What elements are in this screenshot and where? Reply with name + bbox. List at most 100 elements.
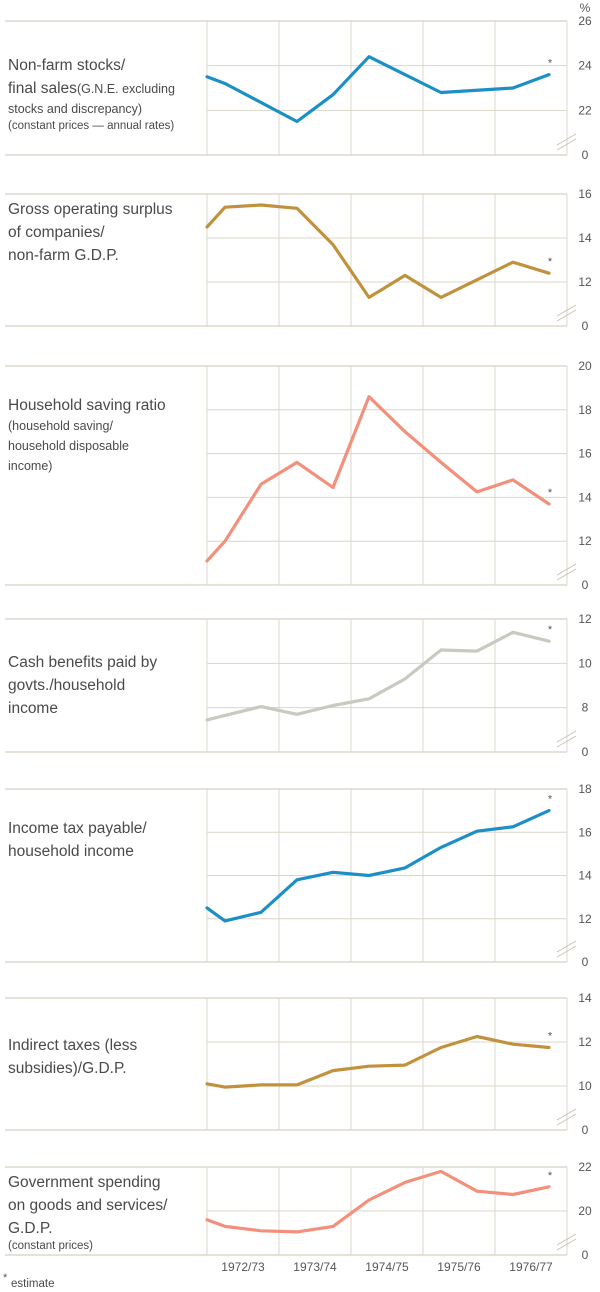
estimate-marker: *: [548, 58, 553, 70]
estimate-marker: *: [548, 487, 553, 499]
panel-label-segment: non-farm G.D.P.: [8, 247, 119, 264]
panel-label-line: final sales(G.N.E. excluding: [8, 80, 175, 97]
panel-4: 8 10 12 0 * Cash benefits paid by govts./house…: [5, 612, 592, 759]
panel-label-line: income: [8, 700, 58, 717]
y-tick-label: 14: [578, 490, 592, 504]
series-line: [205, 1034, 551, 1089]
series-line: [205, 809, 551, 923]
panel-label-segment: govts./household: [8, 677, 125, 694]
axis-break-mark: [556, 138, 577, 151]
panel-label-segment: household disposable: [8, 439, 129, 453]
axis-break-mark: [556, 1233, 577, 1246]
panel-label-line: on goods and services/: [8, 1197, 168, 1214]
panel-label-segment: G.D.P.: [8, 1220, 53, 1237]
panel-label-segment: Cash benefits paid by: [8, 654, 157, 671]
estimate-marker: *: [548, 794, 553, 806]
estimate-marker: *: [548, 256, 553, 268]
x-tick-label: 1973/74: [293, 1260, 337, 1274]
axis-break-mark: [556, 1238, 577, 1251]
panel-label-segment: (G.N.E. excluding: [77, 82, 175, 96]
series-line: [205, 395, 551, 563]
axis-break-mark: [556, 1113, 577, 1126]
y-tick-label: 8: [582, 701, 589, 715]
panel-label-segment: income): [8, 459, 52, 473]
panel-label-line: (household saving/: [8, 419, 113, 433]
series-line: [205, 55, 551, 124]
panel-label-line: household income: [8, 843, 134, 860]
panel-label-segment: subsidies)/G.D.P.: [8, 1060, 127, 1077]
y-tick-label-zero: 0: [582, 745, 589, 759]
y-tick-label: 26: [578, 14, 592, 28]
panel-6: 10 12 14 0 * Indirect taxes (less subsidies)/G…: [5, 991, 592, 1137]
panel-label-segment: final sales: [8, 80, 77, 97]
panel-label-line: Cash benefits paid by: [8, 654, 157, 671]
panel-label-line: Non-farm stocks/: [8, 57, 126, 74]
y-tick-label-zero: 0: [582, 148, 589, 162]
panel-label-line: subsidies)/G.D.P.: [8, 1060, 127, 1077]
panel-label-line: of companies/: [8, 224, 105, 241]
x-tick-label: 1974/75: [365, 1260, 409, 1274]
y-tick-label: 20: [578, 1204, 592, 1218]
x-tick-label: 1975/76: [437, 1260, 481, 1274]
y-tick-label-zero: 0: [582, 955, 589, 969]
panel-label-line: income): [8, 459, 52, 473]
y-tick-label-zero: 0: [582, 1123, 589, 1137]
panel-label-line: Indirect taxes (less: [8, 1037, 137, 1054]
y-tick-label: 14: [578, 231, 592, 245]
panel-label-segment: (constant prices — annual rates): [8, 120, 174, 132]
y-tick-label: 14: [578, 869, 592, 883]
panel-label-line: Government spending: [8, 1174, 161, 1191]
panel-7: 20 22 0 * Government spending on goods and se…: [5, 1160, 592, 1262]
y-tick-label: 20: [578, 359, 592, 373]
panel-label-segment: stocks and discrepancy): [8, 102, 142, 116]
panel-label-segment: Income tax payable/: [8, 820, 147, 837]
estimate-marker: *: [548, 1031, 553, 1043]
panel-label-segment: income: [8, 700, 58, 717]
axis-break-mark: [556, 568, 577, 581]
panel-label-line: (constant prices): [8, 1240, 93, 1252]
axis-break-mark: [556, 309, 577, 322]
panel-3: 12 14 16 18 20 0 * Household saving ratio (house…: [5, 359, 592, 592]
panel-label-segment: Household saving ratio: [8, 397, 166, 414]
y-tick-label-zero: 0: [582, 319, 589, 333]
panel-label-segment: of companies/: [8, 224, 105, 241]
panel-label-line: Income tax payable/: [8, 820, 147, 837]
y-tick-label: 16: [578, 825, 592, 839]
y-tick-label: 12: [578, 275, 592, 289]
y-tick-label: 22: [578, 103, 592, 117]
y-tick-label: 10: [578, 656, 592, 670]
panel-label-line: (constant prices — annual rates): [8, 120, 174, 132]
panel-label-line: non-farm G.D.P.: [8, 247, 119, 264]
axis-break-mark: [556, 735, 577, 748]
series-line: [205, 630, 551, 722]
y-tick-label: 10: [578, 1079, 592, 1093]
panel-label-line: Gross operating surplus: [8, 201, 173, 218]
y-tick-label: 12: [578, 1035, 592, 1049]
y-tick-label: 16: [578, 447, 592, 461]
panel-label-segment: household income: [8, 843, 134, 860]
panel-label-segment: Gross operating surplus: [8, 201, 173, 218]
panel-label-segment: Non-farm stocks/: [8, 57, 126, 74]
y-tick-label: 12: [578, 912, 592, 926]
x-tick-label: 1976/77: [509, 1260, 553, 1274]
panel-5: 12 14 16 18 0 * Income tax payable/household i…: [5, 782, 592, 969]
panel-2: 12 14 16 0 * Gross operating surplus of compan…: [5, 187, 592, 333]
y-tick-label: 24: [578, 59, 592, 73]
panel-1: 22 24 26 0% * Non-farm stocks/final sales(G.N…: [5, 1, 592, 162]
estimate-marker: *: [548, 1170, 553, 1182]
panel-label-line: household disposable: [8, 439, 129, 453]
series-line: [205, 1169, 551, 1234]
axis-break-mark: [556, 945, 577, 958]
panel-label-line: govts./household: [8, 677, 125, 694]
unit-label: %: [580, 1, 591, 15]
panel-label-segment: Government spending: [8, 1174, 161, 1191]
axis-break-mark: [556, 940, 577, 953]
y-tick-label-zero: 0: [582, 578, 589, 592]
axis-break-mark: [556, 1108, 577, 1121]
panel-label-segment: (constant prices): [8, 1240, 93, 1252]
y-tick-label: 16: [578, 187, 592, 201]
footnote-text: estimate: [11, 1278, 54, 1290]
y-tick-label: 18: [578, 403, 592, 417]
y-tick-label: 12: [578, 534, 592, 548]
x-tick-label: 1972/73: [221, 1260, 265, 1274]
